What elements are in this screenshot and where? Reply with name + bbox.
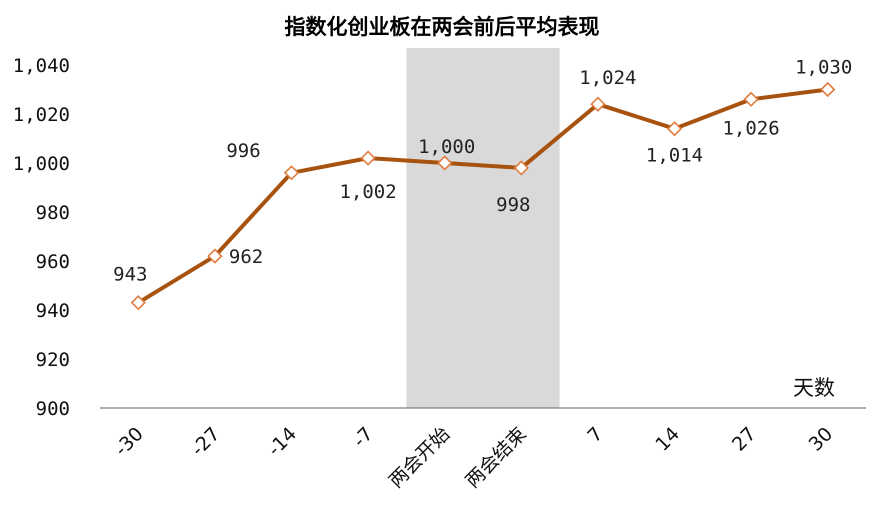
x-tick-label: 14 — [651, 423, 684, 456]
data-point-marker — [666, 121, 683, 137]
data-label: 1,024 — [579, 67, 636, 89]
data-point-marker — [820, 81, 836, 98]
y-tick-label: 900 — [36, 398, 70, 420]
x-tick-label: 27 — [728, 423, 761, 456]
y-tick-label: 940 — [36, 300, 70, 322]
x-tick-label: 30 — [805, 423, 838, 456]
data-point-marker — [437, 155, 453, 171]
data-point-marker — [743, 91, 759, 107]
x-tick-label: 两会开始 — [385, 423, 454, 492]
x-tick-label: -30 — [110, 423, 148, 461]
chart-title: 指数化创业板在两会前后平均表现 — [285, 15, 600, 39]
x-tick-label: 7 — [583, 423, 607, 447]
data-point-marker — [283, 165, 300, 181]
data-label: 1,014 — [646, 145, 703, 167]
data-point-marker — [130, 295, 146, 311]
y-tick-label: 960 — [36, 251, 70, 273]
data-label: 996 — [226, 140, 260, 162]
data-point-marker — [590, 96, 606, 112]
x-tick-label: 两会结束 — [462, 423, 531, 492]
y-tick-label: 1,040 — [13, 55, 70, 77]
data-label: 962 — [229, 246, 263, 268]
data-label: 998 — [496, 194, 530, 216]
data-point-marker — [207, 248, 223, 264]
y-tick-label: 1,020 — [13, 104, 70, 126]
x-tick-label: -27 — [187, 423, 225, 461]
data-point-marker — [513, 160, 529, 176]
series-line — [136, 87, 830, 305]
data-label: 1,030 — [795, 57, 852, 79]
highlight-band — [406, 48, 560, 408]
data-label: 1,002 — [339, 181, 396, 203]
y-tick-label: 920 — [36, 349, 70, 371]
y-tick-label: 980 — [36, 202, 70, 224]
data-point-marker — [360, 150, 376, 166]
x-tick-label: -7 — [349, 423, 378, 452]
x-tick-label: -14 — [264, 423, 302, 461]
x-axis-unit-label: 天数 — [793, 376, 835, 400]
data-label: 943 — [113, 264, 147, 286]
data-label: 1,000 — [418, 136, 475, 158]
y-tick-label: 1,000 — [13, 153, 70, 175]
data-label: 1,026 — [722, 117, 779, 139]
